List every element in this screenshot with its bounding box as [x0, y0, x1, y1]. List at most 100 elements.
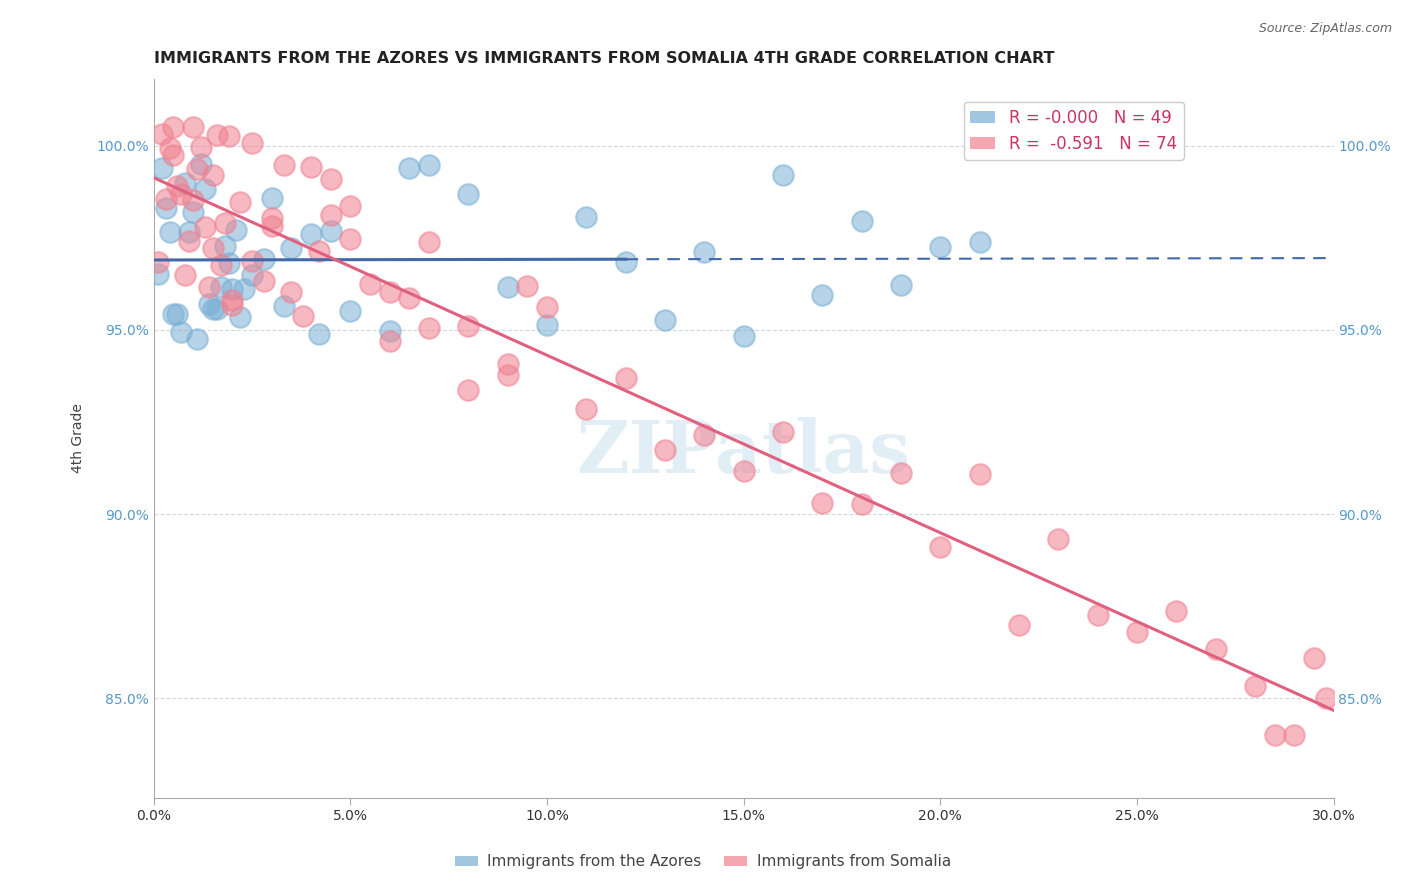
Point — [654, 313, 676, 327]
Point — [240, 136, 263, 151]
Point — [319, 224, 342, 238]
Point — [253, 252, 276, 266]
Point — [194, 182, 217, 196]
Point — [201, 168, 224, 182]
Point — [221, 293, 243, 307]
Point — [378, 324, 401, 338]
Point — [339, 231, 361, 245]
Point — [162, 120, 184, 135]
Point — [181, 120, 204, 135]
Point — [225, 223, 247, 237]
Point — [201, 302, 224, 317]
Point — [190, 157, 212, 171]
Point — [733, 464, 755, 478]
Point — [166, 307, 188, 321]
Legend: Immigrants from the Azores, Immigrants from Somalia: Immigrants from the Azores, Immigrants f… — [449, 848, 957, 875]
Point — [1315, 690, 1337, 705]
Point — [146, 267, 169, 281]
Point — [811, 496, 834, 510]
Point — [181, 193, 204, 207]
Point — [201, 241, 224, 255]
Point — [457, 383, 479, 397]
Point — [378, 285, 401, 300]
Point — [772, 425, 794, 440]
Point — [457, 186, 479, 201]
Point — [1263, 728, 1285, 742]
Point — [359, 277, 381, 292]
Point — [614, 371, 637, 385]
Point — [260, 191, 283, 205]
Point — [339, 304, 361, 318]
Point — [166, 178, 188, 193]
Point — [319, 208, 342, 222]
Point — [969, 235, 991, 249]
Point — [170, 187, 193, 202]
Point — [209, 279, 232, 293]
Legend: R = -0.000   N = 49, R =  -0.591   N = 74: R = -0.000 N = 49, R = -0.591 N = 74 — [965, 102, 1184, 160]
Point — [190, 140, 212, 154]
Point — [693, 244, 716, 259]
Point — [308, 327, 330, 342]
Point — [198, 296, 221, 310]
Point — [969, 467, 991, 481]
Point — [229, 310, 252, 324]
Point — [179, 234, 201, 248]
Point — [1047, 532, 1070, 546]
Point — [170, 325, 193, 339]
Point — [890, 467, 912, 481]
Point — [418, 321, 440, 335]
Point — [162, 307, 184, 321]
Point — [516, 279, 538, 293]
Point — [339, 198, 361, 212]
Point — [260, 219, 283, 233]
Point — [457, 319, 479, 334]
Point — [155, 201, 177, 215]
Point — [319, 172, 342, 186]
Point — [159, 141, 181, 155]
Point — [174, 268, 197, 283]
Point — [614, 254, 637, 268]
Point — [398, 291, 420, 305]
Point — [150, 128, 173, 142]
Point — [654, 443, 676, 458]
Point — [1205, 642, 1227, 657]
Point — [1126, 624, 1149, 639]
Point — [536, 318, 558, 332]
Point — [221, 282, 243, 296]
Point — [218, 129, 240, 144]
Point — [253, 274, 276, 288]
Point — [150, 161, 173, 175]
Point — [209, 258, 232, 272]
Point — [733, 329, 755, 343]
Point — [693, 428, 716, 442]
Point — [146, 255, 169, 269]
Point — [851, 497, 873, 511]
Point — [1008, 618, 1031, 632]
Point — [214, 239, 236, 253]
Text: Source: ZipAtlas.com: Source: ZipAtlas.com — [1258, 22, 1392, 36]
Point — [233, 282, 256, 296]
Point — [378, 334, 401, 349]
Point — [194, 220, 217, 235]
Point — [890, 278, 912, 293]
Point — [575, 401, 598, 416]
Point — [240, 268, 263, 283]
Point — [292, 310, 315, 324]
Text: ZIPatlas: ZIPatlas — [576, 417, 911, 489]
Point — [811, 288, 834, 302]
Point — [221, 298, 243, 312]
Y-axis label: 4th Grade: 4th Grade — [72, 403, 86, 474]
Point — [308, 244, 330, 259]
Point — [496, 279, 519, 293]
Point — [273, 299, 295, 313]
Point — [929, 240, 952, 254]
Point — [155, 192, 177, 206]
Point — [186, 161, 208, 176]
Point — [536, 301, 558, 315]
Point — [159, 226, 181, 240]
Point — [851, 213, 873, 227]
Point — [929, 541, 952, 555]
Point — [772, 168, 794, 182]
Point — [205, 301, 228, 316]
Point — [179, 225, 201, 239]
